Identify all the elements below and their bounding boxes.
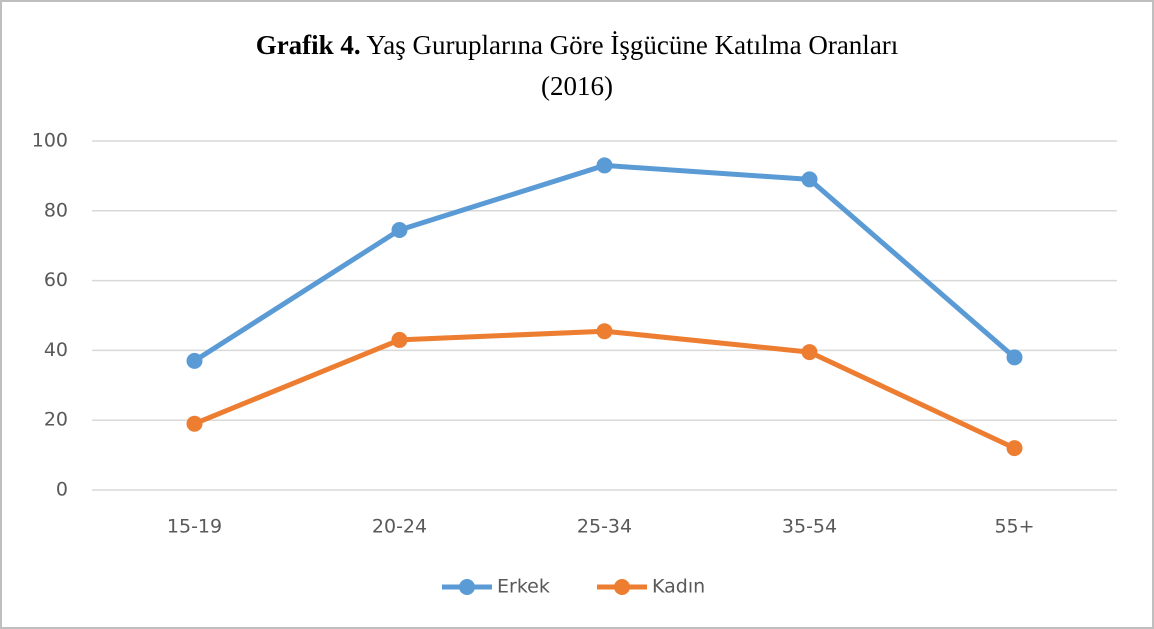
x-tick-label: 25-34 bbox=[577, 516, 632, 538]
legend-label: Kadın bbox=[652, 576, 705, 598]
data-point bbox=[391, 221, 408, 238]
chart-subtitle: (2016) bbox=[541, 71, 613, 101]
y-tick-label: 80 bbox=[44, 199, 68, 221]
y-tick-label: 100 bbox=[32, 130, 68, 152]
y-tick-label: 40 bbox=[44, 339, 68, 361]
legend-marker bbox=[459, 579, 475, 595]
legend-marker bbox=[614, 579, 630, 595]
data-point bbox=[596, 157, 613, 174]
data-point bbox=[1006, 349, 1023, 366]
data-point bbox=[801, 344, 818, 361]
title-main: Yaş Guruplarına Göre İşgücüne Katılma Or… bbox=[366, 30, 898, 60]
legend-label: Erkek bbox=[497, 576, 550, 598]
y-tick-label: 60 bbox=[44, 269, 68, 291]
y-tick-label: 20 bbox=[44, 409, 68, 431]
data-point bbox=[1006, 440, 1023, 457]
x-tick-label: 35-54 bbox=[782, 516, 837, 538]
data-point bbox=[801, 171, 818, 188]
x-tick-label: 15-19 bbox=[167, 516, 222, 538]
data-point bbox=[186, 415, 203, 432]
chart-title: Grafik 4. Yaş Guruplarına Göre İşgücüne … bbox=[256, 30, 899, 60]
y-tick-label: 0 bbox=[56, 479, 68, 501]
data-point bbox=[186, 352, 203, 369]
x-tick-label: 20-24 bbox=[372, 516, 427, 538]
title-prefix: Grafik 4. bbox=[256, 30, 361, 60]
x-tick-label: 55+ bbox=[994, 516, 1034, 538]
data-point bbox=[391, 331, 408, 348]
data-point bbox=[596, 323, 613, 340]
